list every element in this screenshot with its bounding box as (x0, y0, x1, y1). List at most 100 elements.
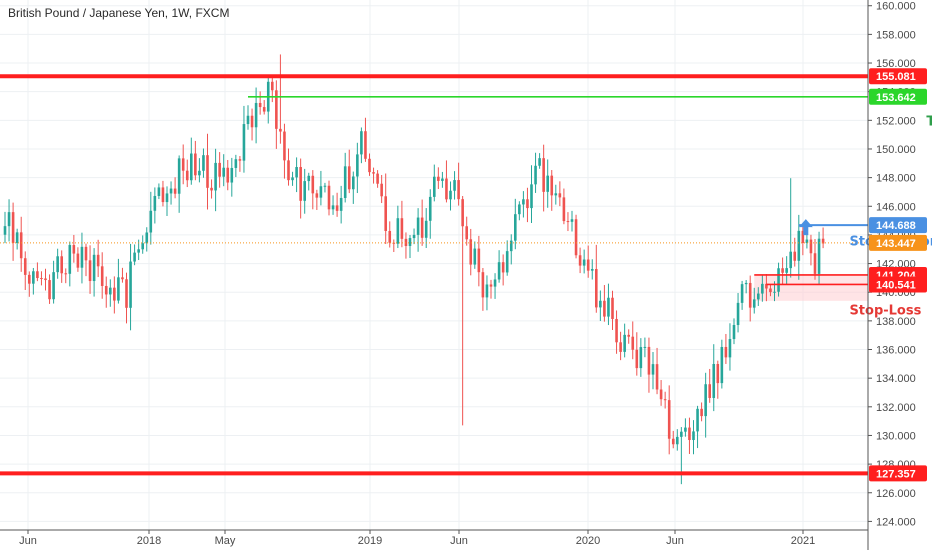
candle-down (376, 170, 379, 188)
candle-down (36, 262, 39, 282)
candle-body (619, 342, 622, 352)
y-tick-label: 138.000 (876, 316, 916, 328)
candle-up (412, 228, 416, 245)
candle-up (234, 154, 238, 178)
candle-body (141, 243, 144, 250)
stop-loss-zone (754, 274, 868, 301)
candle-down (161, 180, 165, 207)
candle-up (441, 171, 444, 188)
candle-body (773, 291, 776, 293)
candle-body (684, 427, 687, 432)
candle-down (60, 250, 63, 283)
candle-down (562, 188, 566, 225)
candle-body (210, 187, 213, 191)
candle-body (736, 302, 740, 326)
candle-down (781, 257, 784, 285)
candle-body (748, 282, 752, 308)
candle-down (279, 54, 282, 144)
candle-up (509, 234, 513, 265)
candle-body (84, 246, 88, 261)
candle-body (445, 178, 448, 200)
candle-body (497, 262, 501, 280)
candle-body (453, 180, 456, 191)
candle-up (704, 372, 707, 438)
candle-down (380, 174, 383, 204)
candle-body (149, 210, 153, 233)
candle-body (80, 246, 84, 268)
candle-up (736, 293, 740, 333)
candle-body (323, 185, 327, 187)
candle-up (92, 248, 96, 297)
candle-up (198, 158, 201, 183)
candle-body (704, 384, 707, 417)
candle-body (352, 176, 355, 190)
candle-up (80, 232, 84, 284)
candle-down (700, 402, 703, 422)
candle-up (424, 208, 428, 248)
candle-down (238, 156, 242, 172)
candle-up (141, 235, 144, 254)
candle-body (582, 259, 586, 266)
candle-body (60, 256, 63, 274)
candle-body (534, 165, 537, 185)
candle-up (643, 337, 647, 358)
price-badge: 127.357 (869, 465, 927, 482)
candle-body (194, 153, 197, 176)
y-tick-label: 152.000 (876, 115, 916, 127)
candle-up (554, 184, 558, 205)
candle-body (335, 205, 339, 211)
candle-up (56, 248, 59, 279)
candle-down (96, 239, 100, 278)
candle-down (206, 133, 209, 210)
candle-body (222, 167, 225, 177)
candle-body (117, 277, 120, 301)
candle-down (84, 243, 88, 277)
candle-up (177, 155, 181, 213)
candle-body (198, 170, 201, 176)
price-badge-label: 127.357 (876, 468, 916, 480)
y-tick-label: 156.000 (876, 58, 916, 70)
candle-body (242, 124, 246, 161)
candle-up (3, 211, 7, 244)
candle-body (671, 438, 675, 445)
candle-up (546, 159, 549, 208)
candle-up (518, 201, 521, 221)
candle-body (765, 283, 768, 289)
candle-body (688, 427, 691, 441)
candle-body (339, 197, 343, 211)
price-badge: 144.688 (869, 217, 927, 234)
candle-down (716, 360, 720, 399)
candle-body (562, 197, 566, 222)
candle-body (550, 175, 554, 196)
candle-up (493, 273, 497, 299)
candle-down (100, 252, 104, 299)
candle-down (793, 237, 797, 267)
candle-up (453, 171, 456, 200)
candle-down (813, 239, 817, 280)
candle-body (813, 253, 817, 274)
candle-body (262, 107, 266, 112)
candle-body (489, 284, 493, 287)
candle-down (384, 173, 387, 245)
candle-down (489, 279, 493, 299)
candle-body (372, 172, 375, 174)
candle-up (433, 164, 436, 202)
candle-body (287, 160, 290, 181)
candle-body (234, 159, 238, 168)
candle-down (335, 192, 339, 217)
candle-up (590, 259, 594, 280)
candle-up (202, 148, 205, 178)
annotation-label: Take-Profit (926, 114, 932, 129)
candle-up (728, 323, 732, 371)
candle-down (469, 228, 473, 276)
candle-body (821, 238, 825, 244)
price-badge: 155.081 (869, 68, 927, 85)
y-tick-label: 150.000 (876, 144, 916, 156)
candle-body (805, 239, 809, 243)
candle-body (11, 212, 15, 243)
price-badge-bg (869, 465, 927, 482)
candle-down (481, 267, 485, 311)
